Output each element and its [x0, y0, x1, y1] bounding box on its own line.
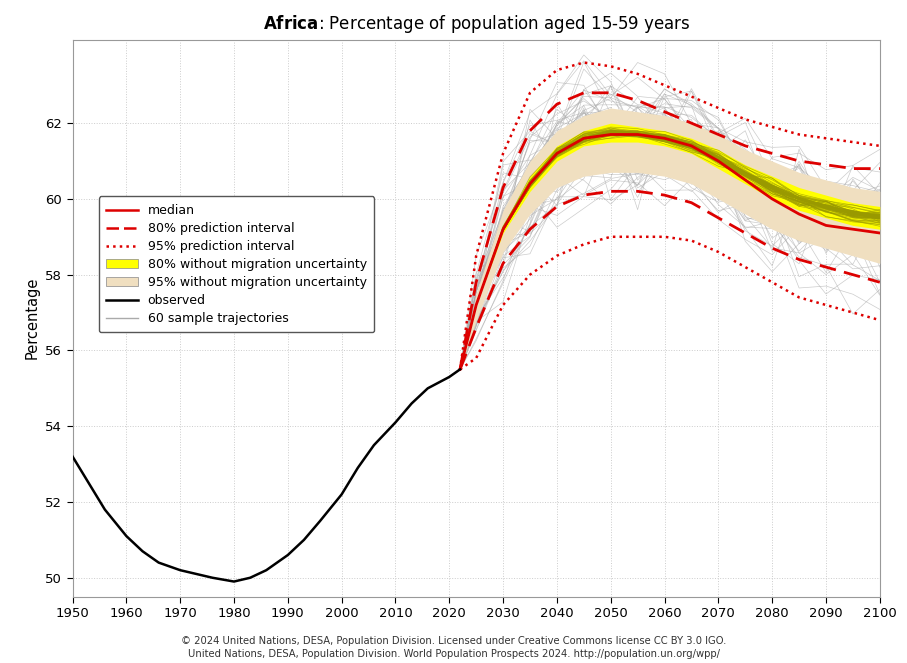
Text: United Nations, DESA, Population Division. World Population Prospects 2024. http: United Nations, DESA, Population Divisio…: [188, 649, 719, 659]
Text: © 2024 United Nations, DESA, Population Division. Licensed under Creative Common: © 2024 United Nations, DESA, Population …: [180, 636, 727, 646]
Legend: median, 80% prediction interval, 95% prediction interval, 80% without migration : median, 80% prediction interval, 95% pre…: [99, 196, 375, 332]
Y-axis label: Percentage: Percentage: [24, 277, 40, 359]
Title: $\bf{Africa}$: Percentage of population aged 15-59 years: $\bf{Africa}$: Percentage of population …: [262, 13, 690, 34]
